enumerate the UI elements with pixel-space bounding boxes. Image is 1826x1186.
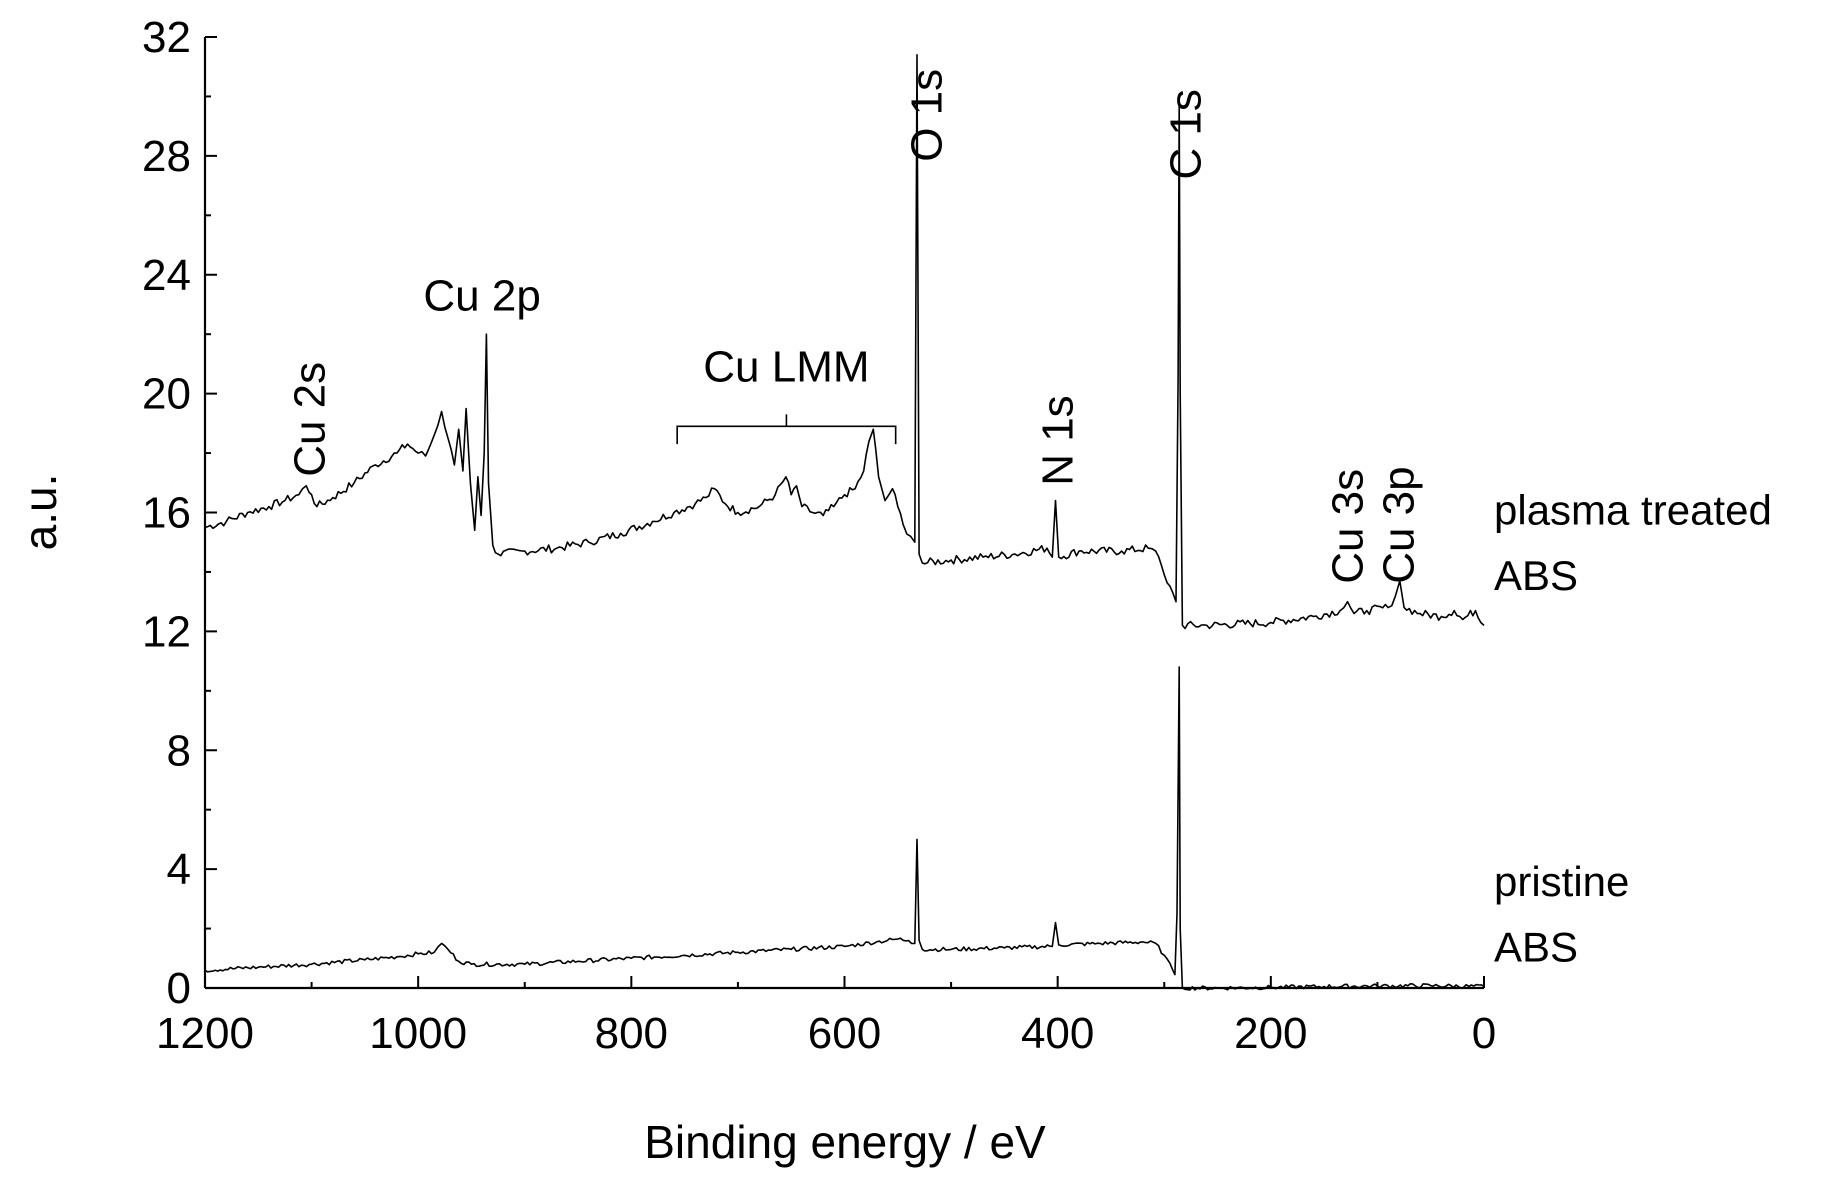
x-tick-label: 1200 [156, 1009, 254, 1058]
series-trace-plasma-treated [204, 54, 1485, 630]
y-tick-label: 4 [167, 845, 191, 894]
peak-label: N 1s [1034, 395, 1083, 485]
x-tick-label: 600 [808, 1009, 881, 1058]
x-tick-label: 0 [1472, 1009, 1496, 1058]
x-tick-label: 800 [595, 1009, 668, 1058]
y-tick-label: 32 [142, 13, 191, 62]
x-tick-label: 1000 [369, 1009, 467, 1058]
y-tick-label: 12 [142, 607, 191, 656]
series-label: plasma treated [1494, 486, 1772, 533]
y-tick-label: 28 [142, 132, 191, 181]
peak-label: O 1s [903, 69, 952, 162]
peak-label: Cu 3p [1375, 466, 1424, 583]
series-label: pristine [1494, 858, 1629, 905]
series-labels: plasma treated ABS pristine ABS [1494, 486, 1772, 970]
plot-frame [203, 37, 1484, 990]
x-tick-label: 400 [1021, 1009, 1094, 1058]
y-tick-label: 24 [142, 251, 191, 300]
x-axis-ticks: 1200 1000 800 600 400 200 0 [156, 976, 1496, 1058]
peak-label: C 1s [1162, 89, 1211, 179]
peak-annotations: Cu 2s Cu 2p O 1s N 1s C 1s Cu 3s Cu 3p Cu LMM [286, 69, 1424, 584]
y-tick-label: 8 [167, 726, 191, 775]
series-trace-pristine [204, 666, 1485, 991]
x-axis-title: Binding energy / eV [644, 1116, 1046, 1168]
peak-label: Cu 2s [286, 362, 335, 477]
x-tick-label: 200 [1234, 1009, 1307, 1058]
y-axis-ticks: 0 4 8 12 16 20 24 28 32 [142, 13, 217, 1013]
series-label: ABS [1494, 552, 1578, 599]
y-tick-label: 0 [167, 964, 191, 1013]
peak-label: Cu 3s [1324, 469, 1373, 584]
series-label: ABS [1494, 923, 1578, 970]
y-axis-title: a.u. [14, 474, 66, 551]
peak-label: Cu 2p [423, 271, 540, 320]
spectrum-traces [204, 54, 1485, 991]
y-tick-label: 20 [142, 370, 191, 419]
cu-lmm-label: Cu LMM [703, 343, 869, 392]
cu-lmm-bracket [676, 414, 897, 445]
y-tick-label: 16 [142, 489, 191, 538]
